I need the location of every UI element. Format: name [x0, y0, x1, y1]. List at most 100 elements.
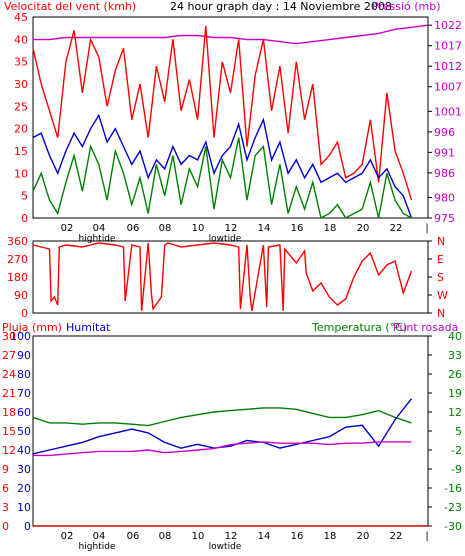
y-tick-label: 18 [2, 406, 16, 419]
humidity-temperature-series [32, 398, 428, 527]
y-tick-label: -16 [444, 482, 462, 495]
y-tick-label: 180 [7, 271, 28, 284]
y-tick-label: 0 [21, 212, 28, 225]
x-tick-label: 08 [159, 531, 172, 542]
y-tick-label: -23 [444, 501, 462, 514]
x-tick-label: 20 [357, 531, 370, 542]
y-tick-label: 0 [21, 307, 28, 320]
temperature-axis-title: Temperatura (°C) [311, 321, 407, 334]
y-tick-label: -30 [444, 520, 462, 533]
y-tick-label: 90 [17, 349, 31, 362]
y-tick-label: 10 [14, 167, 28, 180]
y-tick-label: 15 [14, 145, 28, 158]
y-tick-label: 996 [434, 126, 455, 139]
y-tick-label: 5 [21, 190, 28, 203]
direction-ticks: 0 N 90 W 180 S 270 E 360 N [7, 235, 448, 320]
x-tick-label: 20 [357, 223, 370, 234]
x-tick-label: 18 [324, 531, 337, 542]
compass-label: E [437, 253, 444, 266]
y-tick-label: -9 [451, 463, 462, 476]
x-tick-label: 14 [258, 223, 271, 234]
hightide-annotation: hightide [79, 542, 116, 552]
x-tick-label: 16 [291, 531, 304, 542]
wind-pressure-ticks: 0 5 10 15 20 25 30 35 40 45 975 980 986 991 996 1001 100… [14, 11, 462, 225]
x-tick-label: 10 [192, 223, 205, 234]
x-tick-label: 12 [225, 223, 238, 234]
direction-series [32, 242, 413, 312]
y-tick-label: 1007 [434, 81, 462, 94]
y-tick-label: 12 [448, 406, 462, 419]
x-tick-label: 06 [127, 223, 140, 234]
y-tick-label: 21 [2, 387, 16, 400]
x-tick-label: 10 [192, 531, 205, 542]
y-tick-label: 40 [448, 330, 462, 343]
chart-title: 24 hour graph day : 14 Noviembre 2008 [170, 0, 392, 13]
rain-axis-title: Pluja (mm) [2, 321, 62, 334]
x-axis-bottom: 02 04 06 08 10 12 14 16 18 20 22 | hight… [61, 531, 429, 552]
series-line-wind_gust [32, 25, 413, 201]
lowtide-annotation: lowtide [209, 542, 242, 552]
y-tick-label: 0 [2, 520, 9, 533]
y-tick-label: 25 [14, 100, 28, 113]
series-line-temperature [32, 407, 412, 427]
x-tick-label: 12 [225, 531, 238, 542]
y-tick-label: 40 [14, 33, 28, 46]
humidity-temperature-plot-frame [32, 335, 429, 527]
series-line-wind_mean [32, 113, 413, 219]
x-tick-label: 22 [390, 223, 403, 234]
y-tick-label: 70 [17, 387, 31, 400]
direction-plot-frame [32, 240, 429, 314]
x-tick-label: | [425, 223, 428, 234]
series-line-wind_avg [32, 137, 412, 220]
x-axis-top: 02 04 06 08 10 12 14 16 18 20 22 | hight… [61, 223, 429, 244]
y-tick-label: 19 [448, 387, 462, 400]
compass-label: N [437, 235, 445, 248]
lowtide-annotation: lowtide [209, 234, 242, 244]
compass-label: S [437, 271, 444, 284]
y-tick-label: 45 [14, 11, 28, 24]
x-tick-label: 02 [61, 531, 74, 542]
compass-label: W [437, 289, 448, 302]
series-line-direction [32, 242, 413, 312]
y-tick-label: 20 [14, 123, 28, 136]
y-tick-label: 980 [434, 191, 455, 204]
y-tick-label: 80 [17, 368, 31, 381]
y-tick-label: 30 [17, 463, 31, 476]
y-tick-label: 270 [7, 253, 28, 266]
x-tick-label: 18 [324, 223, 337, 234]
y-tick-label: 20 [17, 482, 31, 495]
wind-axis-title: Velocitat del vent (kmh) [4, 0, 136, 13]
y-tick-label: 12 [2, 444, 16, 457]
hightide-annotation: hightide [79, 234, 116, 244]
x-tick-label: | [425, 531, 428, 542]
humidity-axis-title: Humitat [66, 321, 111, 334]
y-tick-label: 90 [14, 289, 28, 302]
x-tick-label: 06 [127, 531, 140, 542]
y-tick-label: 15 [2, 425, 16, 438]
y-tick-label: 6 [2, 482, 9, 495]
x-tick-label: 08 [159, 223, 172, 234]
y-tick-label: 100 [10, 330, 31, 343]
dewpoint-axis-title: Punt rosada [393, 321, 458, 334]
y-tick-label: 0 [24, 520, 31, 533]
y-tick-label: 60 [17, 406, 31, 419]
y-tick-label: 35 [14, 56, 28, 69]
y-tick-label: 360 [7, 235, 28, 248]
y-tick-label: 1012 [434, 60, 462, 73]
y-tick-label: 26 [448, 368, 462, 381]
y-tick-label: 40 [17, 444, 31, 457]
y-tick-label: 30 [14, 78, 28, 91]
y-tick-label: 50 [17, 425, 31, 438]
x-tick-label: 04 [93, 531, 106, 542]
y-tick-label: 9 [2, 463, 9, 476]
series-line-pressure [33, 24, 429, 45]
y-tick-label: 1001 [434, 105, 462, 118]
y-tick-label: 10 [17, 501, 31, 514]
x-tick-label: 02 [61, 223, 74, 234]
series-line-dewpoint [33, 441, 412, 457]
y-tick-label: 1022 [434, 19, 462, 32]
pressure-axis-title: Pressió (mb) [372, 0, 441, 13]
